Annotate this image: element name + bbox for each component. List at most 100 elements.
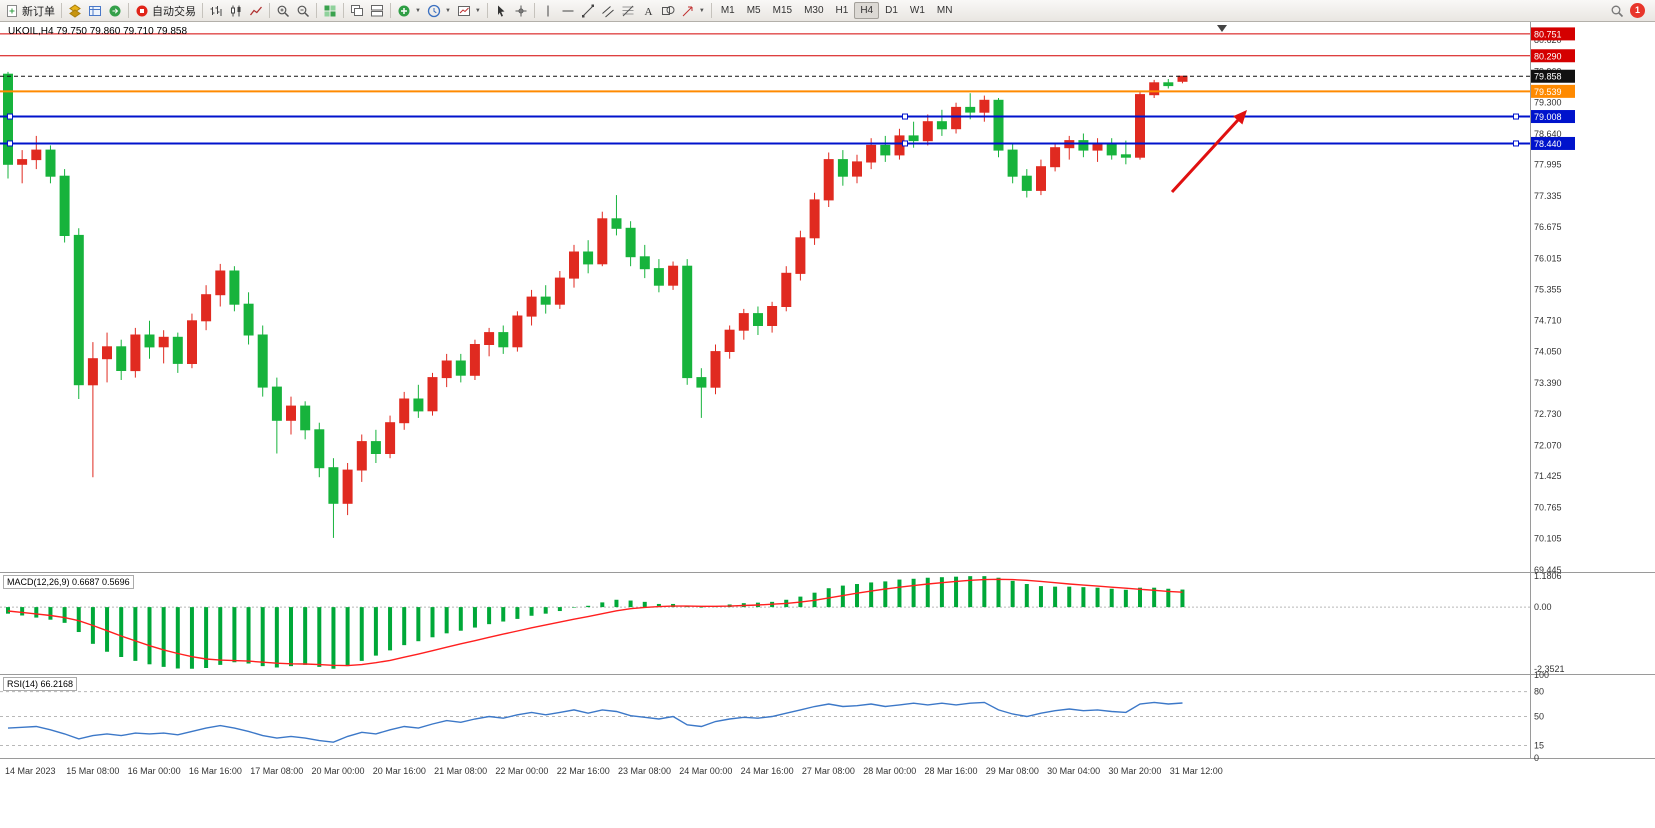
crosshair-tool-button[interactable] — [511, 1, 531, 21]
autotrading-label: 自动交易 — [152, 5, 196, 18]
timeframe-mn-button[interactable]: MN — [931, 2, 959, 19]
candle-body — [1177, 75, 1188, 82]
price-badge — [1531, 84, 1575, 98]
candle-body — [413, 398, 424, 412]
price-tick-label: 72.070 — [1534, 440, 1562, 450]
price-tick-label: 79.300 — [1534, 98, 1562, 108]
candle-body — [484, 332, 495, 346]
price-badge-label: 80.290 — [1534, 51, 1562, 61]
toolbar-separator — [533, 3, 535, 18]
line-handle[interactable] — [7, 140, 13, 147]
horizontal-line-tool-button[interactable] — [558, 1, 578, 21]
tile-horizontal-icon — [371, 4, 383, 16]
time-tick-label: 31 Mar 12:00 — [1170, 766, 1223, 776]
svg-text:A: A — [644, 6, 652, 18]
time-tick-label: 14 Mar 2023 — [5, 766, 56, 776]
candle-body — [1149, 82, 1160, 96]
candle-body — [922, 121, 933, 142]
timeframe-m15-button[interactable]: M15 — [767, 2, 798, 19]
shapes-tool-button[interactable] — [658, 1, 678, 21]
candle-body — [724, 329, 735, 353]
indicators-button[interactable]: ▼ — [394, 1, 424, 21]
time-tick-label: 24 Mar 16:00 — [741, 766, 794, 776]
channel-tool-button[interactable] — [598, 1, 618, 21]
candle-body — [512, 315, 523, 348]
tile-horizontal-button[interactable] — [367, 1, 387, 21]
price-tick-label: 76.675 — [1534, 222, 1562, 232]
tile-windows-button[interactable] — [320, 1, 340, 21]
candle-body — [17, 159, 28, 165]
candle-body — [1120, 154, 1131, 158]
price-badge-label: 79.539 — [1534, 87, 1562, 97]
time-tick-label: 28 Mar 00:00 — [863, 766, 916, 776]
vertical-line-tool-button[interactable] — [538, 1, 558, 21]
toolbar: 新订单 自动交易 — [0, 0, 1655, 22]
price-tick-label: 74.050 — [1534, 347, 1562, 357]
line-chart-button[interactable] — [246, 1, 266, 21]
trend-arrow[interactable] — [1170, 118, 1240, 194]
toolbar-separator — [316, 3, 317, 18]
line-handle[interactable] — [902, 113, 908, 120]
timeframe-h1-button[interactable]: H1 — [830, 2, 855, 19]
notification-badge[interactable]: 1 — [1630, 3, 1645, 18]
cursor-tool-button[interactable] — [491, 1, 511, 21]
chart-shift-marker[interactable] — [1217, 25, 1227, 32]
zoom-in-button[interactable] — [273, 1, 293, 21]
arrows-tool-button[interactable]: ▼ — [678, 1, 708, 21]
candle-body — [795, 237, 806, 274]
timeframe-h4-button[interactable]: H4 — [854, 2, 880, 19]
bar-chart-button[interactable] — [206, 1, 226, 21]
timeframe-d1-button[interactable]: D1 — [879, 2, 904, 19]
indicators-icon — [398, 5, 410, 16]
time-tick-label: 16 Mar 00:00 — [128, 766, 181, 776]
new-order-button[interactable]: 新订单 — [2, 1, 58, 21]
candle-body — [653, 268, 664, 286]
rsi-line — [7, 701, 1183, 743]
fibonacci-tool-button[interactable] — [618, 1, 638, 21]
candle-body — [370, 441, 381, 455]
market-watch-button[interactable] — [65, 1, 85, 21]
candle-body — [1021, 175, 1032, 191]
autotrading-button[interactable]: 自动交易 — [132, 1, 199, 21]
time-tick-label: 24 Mar 00:00 — [679, 766, 732, 776]
line-handle[interactable] — [7, 113, 13, 120]
templates-button[interactable]: ▼ — [454, 1, 484, 21]
toolbar-separator — [710, 3, 712, 18]
bar-chart-icon — [210, 5, 222, 16]
search-icon[interactable] — [1610, 4, 1624, 18]
candlestick-chart-button[interactable] — [226, 1, 246, 21]
candle-body — [469, 344, 480, 376]
zoom-in-icon — [277, 5, 290, 17]
data-window-button[interactable] — [85, 1, 105, 21]
candle-body — [31, 149, 42, 161]
toolbar-separator — [390, 3, 391, 18]
candle-body — [1106, 142, 1117, 156]
price-badge-label: 78.440 — [1534, 139, 1562, 149]
text-tool-button[interactable]: A — [638, 1, 658, 21]
candle-body — [229, 270, 240, 305]
periods-clock-icon — [427, 4, 441, 17]
candle-body — [201, 294, 212, 322]
periods-button[interactable]: ▼ — [424, 1, 454, 21]
timeframe-w1-button[interactable]: W1 — [904, 2, 931, 19]
trend-arrow-head[interactable] — [1233, 110, 1247, 125]
candle-body — [809, 199, 820, 239]
navigator-button[interactable] — [105, 1, 125, 21]
timeframe-m30-button[interactable]: M30 — [798, 2, 829, 19]
price-tick-label: 73.390 — [1534, 378, 1562, 388]
candle-body — [668, 265, 679, 286]
candle-body — [498, 332, 509, 348]
line-handle[interactable] — [902, 140, 908, 147]
line-handle[interactable] — [1513, 113, 1519, 120]
zoom-out-button[interactable] — [293, 1, 313, 21]
line-handle[interactable] — [1513, 140, 1519, 147]
timeframe-m1-button[interactable]: M1 — [715, 2, 741, 19]
timeframe-m5-button[interactable]: M5 — [741, 2, 767, 19]
macd-tick-label: 0.00 — [1534, 602, 1552, 612]
candle-body — [936, 121, 947, 130]
toolbar-separator — [486, 3, 488, 18]
trendline-tool-button[interactable] — [578, 1, 598, 21]
cascade-windows-button[interactable] — [347, 1, 367, 21]
